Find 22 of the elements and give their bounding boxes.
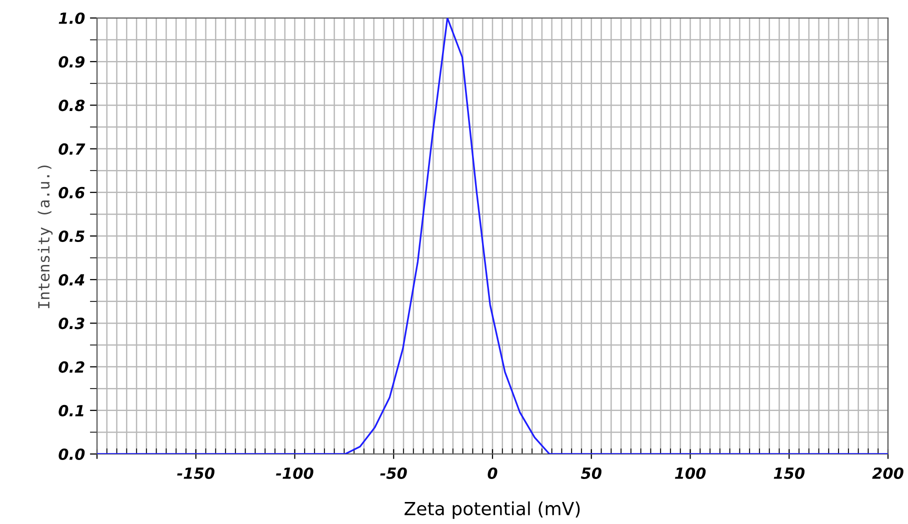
y-tick-label: 0.9 [58,56,85,68]
y-tick-label: 0.5 [58,230,84,242]
y-tick-label: 0.1 [58,404,84,416]
y-tick-label: 0.8 [58,100,85,112]
x-tick-label: -150 [177,467,214,480]
y-tick-label: 0.6 [58,186,85,198]
x-tick-label: -100 [276,467,314,480]
y-tick-label: 0.7 [58,143,86,155]
x-tick-label: -50 [380,467,407,480]
y-tick-label: 0.2 [58,361,84,373]
x-tick-label: 100 [674,467,706,480]
line-series [97,18,888,454]
x-axis-title: Zeta potential (mV) [404,501,580,519]
x-tick-label: 200 [872,467,904,480]
y-tick-label: 0.3 [58,318,84,330]
y-tick-label: 1.0 [58,12,85,24]
y-tick-label: 0.4 [58,274,84,286]
x-tick-label: 0 [488,467,498,480]
y-tick-label: 0.0 [58,448,85,460]
x-tick-label: 150 [774,467,805,480]
y-axis-title: Intensity (a.u.) [38,166,53,308]
x-tick-label: 50 [580,467,602,480]
